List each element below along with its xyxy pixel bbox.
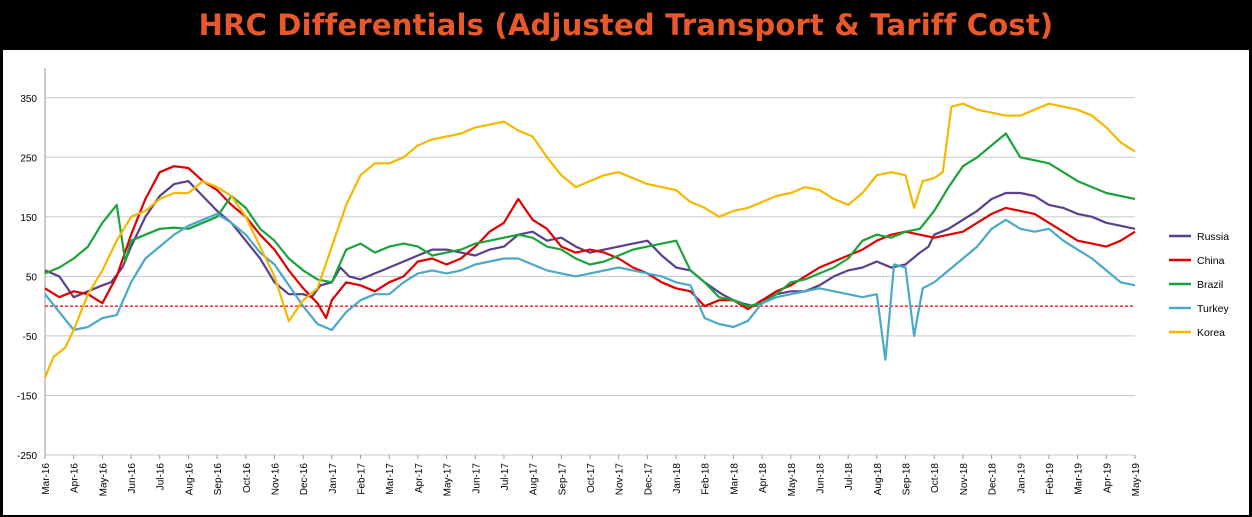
x-tick-label: Apr-19: [1102, 463, 1113, 493]
x-tick-label: Mar-19: [1074, 463, 1085, 495]
plot-panel: 350 250 150 50 -50 -150 -250 Mar-16 Apr-16 May-16…: [3, 50, 1249, 515]
chart-title: HRC Differentials (Adjusted Transport & …: [198, 8, 1054, 42]
x-tick-label: Oct-17: [586, 463, 597, 493]
legend-label-russia: Russia: [1197, 231, 1229, 243]
y-tick-label: 350: [20, 94, 37, 105]
y-tick-label: 150: [20, 213, 37, 224]
series-line-korea: [43, 102, 1136, 379]
x-tick-label: May-16: [98, 463, 109, 497]
x-tick-label: Apr-17: [414, 463, 425, 493]
x-tick-label: Aug-17: [529, 463, 540, 496]
x-tick-label: Dec-17: [643, 463, 654, 496]
x-tick-label: Nov-18: [959, 463, 970, 496]
x-tick-label: Aug-18: [873, 463, 884, 496]
x-tick-label: Jun-17: [471, 463, 482, 494]
x-tick-label: Aug-16: [184, 463, 195, 496]
y-tick-label: -250: [17, 451, 37, 462]
x-tick-label: Jun-18: [815, 463, 826, 494]
chart-svg: 350 250 150 50 -50 -150 -250 Mar-16 Apr-16 May-16…: [17, 68, 1229, 497]
legend-label-turkey: Turkey: [1197, 303, 1229, 315]
x-tick-label: Apr-16: [70, 463, 81, 493]
x-tick-label: Feb-17: [357, 463, 368, 495]
x-tick-label: Jul-18: [844, 463, 855, 491]
x-tick-label: Jan-19: [1016, 463, 1027, 494]
y-tick-label: -50: [23, 332, 38, 343]
x-tick-label: Nov-16: [270, 463, 281, 496]
y-tick-label: -150: [17, 391, 37, 402]
legend-label-brazil: Brazil: [1197, 279, 1223, 291]
series-line-russia: [44, 180, 1136, 308]
x-tick-label: May-17: [443, 463, 454, 497]
x-tick-label: Jul-16: [156, 463, 167, 491]
legend-label-korea: Korea: [1197, 327, 1225, 339]
x-tick-label: Mar-17: [385, 463, 396, 495]
x-tick-label: Apr-18: [758, 463, 769, 493]
x-tick-label: Jan-18: [672, 463, 683, 494]
series-line-brazil: [44, 132, 1136, 308]
x-tick-label: May-19: [1131, 463, 1142, 497]
y-tick-label: 250: [20, 153, 37, 164]
title-bar: HRC Differentials (Adjusted Transport & …: [0, 0, 1252, 50]
x-tick-label: Jul-17: [500, 463, 511, 491]
legend-label-china: China: [1197, 255, 1225, 267]
x-tick-label: Sep-17: [557, 463, 568, 496]
x-tick-label: May-18: [787, 463, 798, 497]
x-tick-label: Nov-17: [615, 463, 626, 496]
x-tick-label: Jan-17: [328, 463, 339, 494]
x-tick-label: Sep-18: [902, 463, 913, 496]
x-tick-label: Jun-16: [127, 463, 138, 494]
x-tick-label: Feb-18: [701, 463, 712, 495]
x-tick-label: Mar-18: [729, 463, 740, 495]
x-tick-label: Oct-16: [242, 463, 253, 493]
x-tick-label: Oct-18: [930, 463, 941, 493]
x-tick-label: Sep-16: [213, 463, 224, 496]
x-tick-label: Dec-18: [988, 463, 999, 496]
series-line-china: [44, 165, 1136, 320]
x-tick-label: Mar-16: [41, 463, 52, 495]
x-tick-label: Feb-19: [1045, 463, 1056, 495]
y-tick-label: 50: [26, 272, 38, 283]
series-line-turkey: [44, 212, 1136, 361]
x-tick-label: Dec-16: [299, 463, 310, 496]
